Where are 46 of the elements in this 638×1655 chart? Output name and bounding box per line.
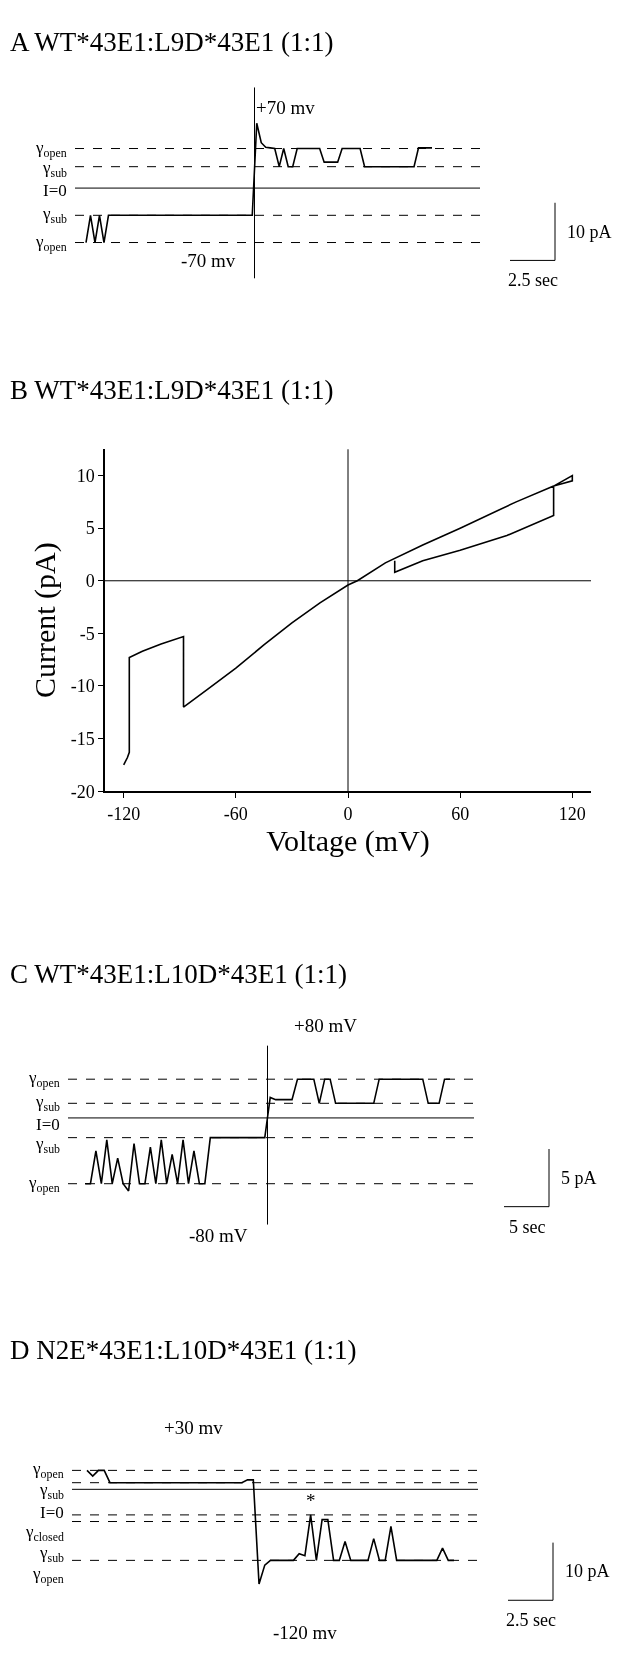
- text: 10 pA: [567, 222, 612, 242]
- x-tick-label: -120: [107, 803, 141, 824]
- ref-line-label: γ$_{open}$: [28, 1068, 60, 1090]
- text: +70 mv: [256, 97, 316, 118]
- ref-line-label: γ$_{open}$: [32, 1564, 64, 1586]
- y-axis-title: Current (pA): [28, 542, 63, 699]
- ref-line-label: γ$_{open}$: [35, 138, 67, 160]
- x-tick-label: 0: [343, 803, 353, 824]
- ref-line-label: I=0: [36, 1115, 60, 1134]
- text: +80 mV: [294, 1015, 358, 1036]
- text: -70 mv: [181, 250, 236, 271]
- ref-line-label: γ$_{closed}$: [25, 1522, 64, 1544]
- text: -120 mv: [273, 1622, 338, 1643]
- text: 5 pA: [561, 1168, 597, 1188]
- ref-line-label: γ$_{open}$: [35, 232, 67, 254]
- chart-title: D N2E*43E1:L10D*43E1 (1:1): [10, 1335, 357, 1365]
- text: -80 mV: [189, 1225, 248, 1246]
- text: 5 sec: [509, 1217, 546, 1237]
- text: 2.5 sec: [508, 270, 558, 290]
- text: 10 pA: [565, 1561, 610, 1581]
- chart-title: C WT*43E1:L10D*43E1 (1:1): [10, 959, 347, 989]
- y-tick-label: 5: [85, 518, 95, 539]
- y-tick-label: 0: [85, 571, 95, 592]
- y-tick-label: -20: [70, 781, 95, 802]
- ref-line-label: γ$_{sub}$: [42, 204, 68, 226]
- x-tick-label: 60: [451, 803, 470, 824]
- y-tick-label: -15: [70, 728, 95, 749]
- text: 2.5 sec: [506, 1610, 556, 1630]
- x-tick-label: 120: [558, 803, 586, 824]
- y-tick-label: -5: [79, 623, 95, 644]
- ref-line-label: γ$_{open}$: [32, 1459, 64, 1481]
- chart-title: B WT*43E1:L9D*43E1 (1:1): [10, 375, 334, 405]
- ref-line-label: γ$_{sub}$: [35, 1134, 61, 1156]
- ref-line-label: γ$_{open}$: [28, 1173, 60, 1195]
- x-tick-label: -60: [223, 803, 248, 824]
- text: +30 mv: [164, 1417, 224, 1438]
- x-axis-title: Voltage (mV): [266, 823, 430, 858]
- chart-title: A WT*43E1:L9D*43E1 (1:1): [10, 27, 334, 57]
- annotation: *: [306, 1490, 316, 1511]
- ref-line-label: γ$_{sub}$: [39, 1543, 65, 1565]
- y-tick-label: -10: [70, 676, 95, 697]
- y-tick-label: 10: [76, 465, 95, 486]
- ref-line-label: γ$_{sub}$: [39, 1480, 65, 1502]
- ref-line-label: I=0: [43, 181, 67, 200]
- ref-line-label: I=0: [40, 1503, 64, 1522]
- ref-line-label: γ$_{sub}$: [35, 1092, 61, 1114]
